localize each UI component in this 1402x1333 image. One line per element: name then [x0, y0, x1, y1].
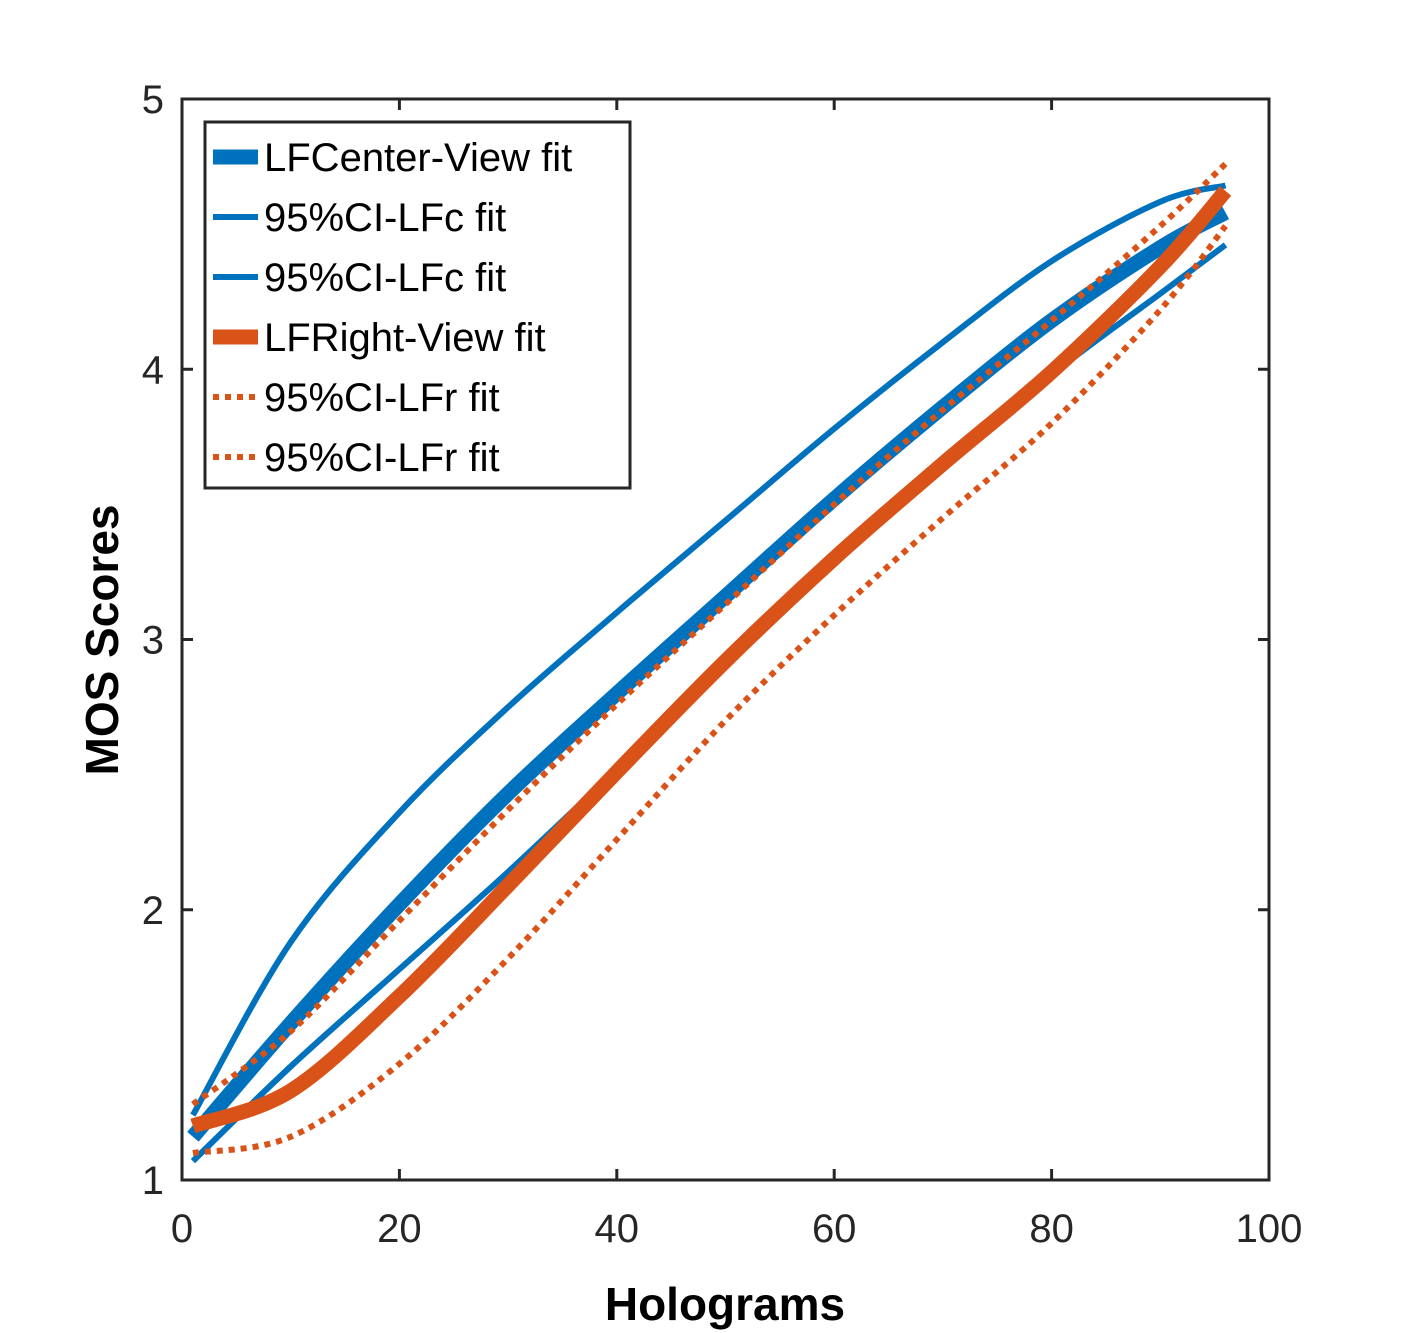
- legend-box: [203, 120, 632, 490]
- x-tick-label: 80: [1029, 1207, 1074, 1251]
- y-tick-label: 1: [142, 1159, 164, 1203]
- y-tick-label: 2: [142, 889, 164, 933]
- series-line-4: [190, 186, 1232, 1134]
- x-tick-label: 20: [377, 1207, 422, 1251]
- series-line-2: [190, 182, 1227, 1117]
- x-tick-label: 60: [812, 1207, 857, 1251]
- series-line-5: [191, 161, 1228, 1107]
- y-tick-label: 5: [142, 78, 164, 122]
- y-axis-ticks: 1 2 3 4 5: [142, 78, 1269, 1203]
- x-tick-label: 0: [171, 1207, 193, 1251]
- series-layer: [187, 161, 1232, 1164]
- legend: LFCenter-View fit 95%CI-LFc fit 95%CI-LFc …: [203, 120, 632, 490]
- legend-label-1: LFCenter-View fit: [264, 136, 572, 180]
- legend-label-2: 95%CI-LFc fit: [264, 196, 506, 240]
- legend-entries: LFCenter-View fit 95%CI-LFc fit 95%CI-LFc …: [213, 136, 572, 480]
- x-tick-label: 40: [595, 1207, 640, 1251]
- legend-label-6: 95%CI-LFr fit: [264, 436, 500, 480]
- x-tick-label: 100: [1236, 1207, 1303, 1251]
- x-axis-title: Holograms: [605, 1278, 845, 1330]
- legend-label-3: 95%CI-LFc fit: [264, 256, 506, 300]
- legend-label-4: LFRight-View fit: [264, 316, 546, 360]
- series-line-6: [192, 224, 1228, 1156]
- y-axis-title: MOS Scores: [76, 505, 128, 776]
- y-tick-label: 3: [142, 619, 164, 663]
- y-tick-label: 4: [142, 348, 164, 392]
- x-axis-ticks: 0 20 40 60 80 100: [171, 99, 1303, 1251]
- legend-label-5: 95%CI-LFr fit: [264, 376, 500, 420]
